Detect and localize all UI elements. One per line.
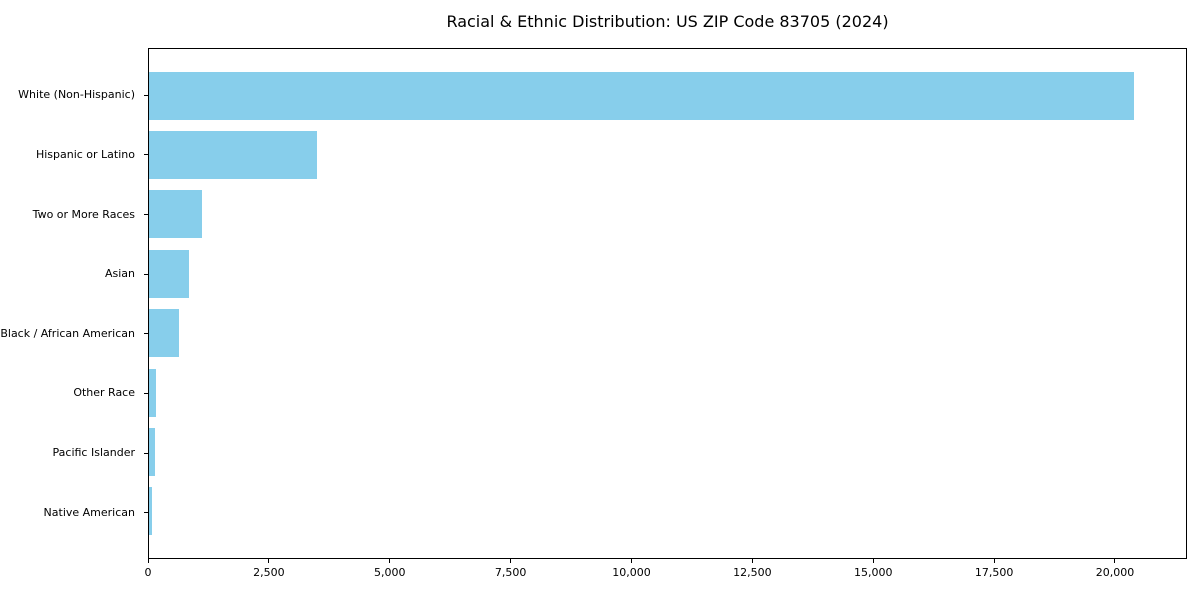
x-tick-label: 20,000 <box>1095 566 1135 579</box>
x-tick-mark <box>993 559 995 563</box>
y-label-row: White (Non-Hispanic) <box>0 65 148 125</box>
x-tick-label: 17,500 <box>974 566 1014 579</box>
y-label-row: Asian <box>0 244 148 304</box>
y-label-native-american: Native American <box>43 505 135 519</box>
y-label-row: Native American <box>0 482 148 542</box>
x-tick-mark <box>751 559 753 563</box>
bar-row <box>149 304 1186 363</box>
x-axis: 0 2,500 5,000 7,500 10,000 12,500 15,000 17,500… <box>144 559 1187 589</box>
y-label-row: Hispanic or Latino <box>0 125 148 185</box>
x-tick-label: 5,000 <box>373 566 406 579</box>
bar-row <box>149 125 1186 184</box>
plot-area <box>148 48 1187 559</box>
y-label-row: Two or More Races <box>0 184 148 244</box>
y-label-asian: Asian <box>104 267 135 281</box>
bars <box>149 49 1186 558</box>
y-tick-mark <box>144 333 148 335</box>
x-tick-mark <box>1114 559 1116 563</box>
bar-row <box>149 422 1186 481</box>
y-label-black-african-american: Black / African American <box>0 326 135 340</box>
y-label-row: Pacific Islander <box>0 423 148 483</box>
x-tick-label: 7,500 <box>494 566 527 579</box>
bar-row <box>149 482 1186 541</box>
bar-row <box>149 66 1186 125</box>
x-tick-mark <box>268 559 270 563</box>
y-label-row: Black / African American <box>0 304 148 364</box>
chart-title: Racial & Ethnic Distribution: US ZIP Cod… <box>446 12 889 31</box>
bar-row <box>149 244 1186 303</box>
bar-hispanic-or-latino <box>149 131 317 180</box>
y-tick-mark <box>144 392 148 394</box>
y-tick-mark <box>144 273 148 275</box>
y-label-two-or-more-races: Two or More Races <box>32 207 135 221</box>
y-label-row: Other Race <box>0 363 148 423</box>
y-tick-mark <box>144 512 148 514</box>
x-tick-label: 15,000 <box>853 566 893 579</box>
bar-row <box>149 185 1186 244</box>
y-tick-mark <box>144 154 148 156</box>
y-label-other-race: Other Race <box>73 386 135 400</box>
x-tick-mark <box>147 559 149 563</box>
y-label-pacific-islander: Pacific Islander <box>52 446 135 460</box>
y-tick-mark <box>144 94 148 96</box>
x-tick-label: 12,500 <box>733 566 772 579</box>
bar-native-american <box>149 487 152 536</box>
x-tick-mark <box>510 559 512 563</box>
x-tick-label: 10,000 <box>612 566 651 579</box>
bar-pacific-islander <box>149 427 155 476</box>
y-label-hispanic-or-latino: Hispanic or Latino <box>35 147 135 161</box>
bar-black-african-american <box>149 309 179 358</box>
y-tick-mark <box>144 214 148 216</box>
bar-asian <box>149 249 190 298</box>
y-axis-labels: White (Non-Hispanic) Hispanic or Latino Tw… <box>0 48 148 559</box>
x-tick-mark <box>872 559 874 563</box>
bar-two-or-more-races <box>149 190 203 239</box>
x-tick-mark <box>630 559 632 563</box>
x-tick-label: 2,500 <box>253 566 285 579</box>
y-tick-mark <box>144 452 148 454</box>
bar-white-non-hispanic <box>149 71 1134 120</box>
x-tick-mark <box>389 559 391 563</box>
bar-row <box>149 363 1186 422</box>
y-label-white-non-hispanic: White (Non-Hispanic) <box>18 88 135 102</box>
x-tick-label: 0 <box>144 566 152 579</box>
bar-other-race <box>149 368 156 417</box>
